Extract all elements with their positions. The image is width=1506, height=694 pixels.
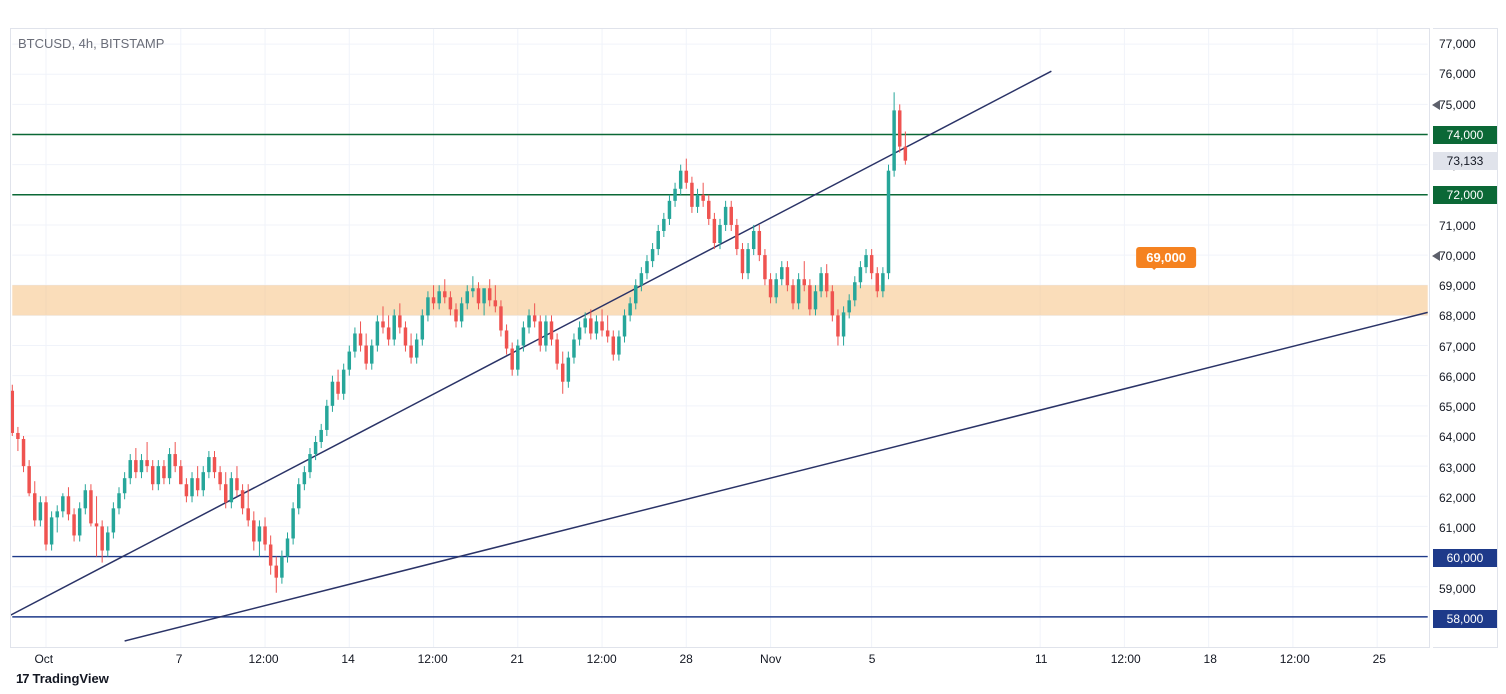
ticker-label: BTCUSD, 4h, BITSTAMP [18, 36, 164, 51]
y-tick: 64,000 [1439, 430, 1476, 444]
x-tick: Oct [34, 652, 53, 666]
price-tag: 73,133 [1433, 152, 1497, 170]
y-tick: 77,000 [1439, 37, 1476, 51]
y-tick: 62,000 [1439, 491, 1476, 505]
tradingview-watermark: 17TradingView [16, 671, 109, 686]
y-tick: 68,000 [1439, 309, 1476, 323]
chart-svg [11, 29, 1429, 647]
x-tick: 12:00 [1280, 652, 1310, 666]
x-tick: 21 [510, 652, 523, 666]
x-tick: 25 [1373, 652, 1386, 666]
tradingview-logo-icon: 17 [16, 671, 28, 686]
price-callout: 69,000 [1136, 247, 1196, 268]
y-tick: 65,000 [1439, 400, 1476, 414]
price-arrow-icon [1432, 100, 1440, 110]
y-tick: 61,000 [1439, 521, 1476, 535]
x-tick: 5 [869, 652, 876, 666]
y-tick: 59,000 [1439, 582, 1476, 596]
x-tick: 12:00 [587, 652, 617, 666]
price-tag: 74,000 [1433, 126, 1497, 144]
x-tick: 18 [1204, 652, 1217, 666]
y-tick: 67,000 [1439, 340, 1476, 354]
x-tick: 28 [680, 652, 693, 666]
y-tick: 70,000 [1439, 249, 1476, 263]
x-tick: 14 [341, 652, 354, 666]
chart-plot-area[interactable]: 69,000 [10, 28, 1430, 648]
x-tick: Nov [760, 652, 781, 666]
y-tick: 71,000 [1439, 219, 1476, 233]
x-axis[interactable]: Oct 7 12:00 14 12:00 21 12:00 28 Nov 5 11 12:00 18 12… [10, 648, 1430, 670]
y-tick: 75,000 [1439, 98, 1476, 112]
price-arrow-icon [1432, 251, 1440, 261]
price-tag: 72,000 [1433, 186, 1497, 204]
y-tick: 69,000 [1439, 279, 1476, 293]
x-tick: 12:00 [249, 652, 279, 666]
y-tick: 63,000 [1439, 461, 1476, 475]
x-tick: 12:00 [418, 652, 448, 666]
y-axis[interactable]: 58,000 59,000 60,000 61,000 62,000 63,000 64,0… [1433, 28, 1498, 648]
y-tick: 76,000 [1439, 67, 1476, 81]
price-tag: 58,000 [1433, 610, 1497, 628]
x-tick: 12:00 [1111, 652, 1141, 666]
y-tick: 66,000 [1439, 370, 1476, 384]
x-tick: 11 [1035, 652, 1047, 666]
x-tick: 7 [176, 652, 183, 666]
price-tag: 60,000 [1433, 549, 1497, 567]
